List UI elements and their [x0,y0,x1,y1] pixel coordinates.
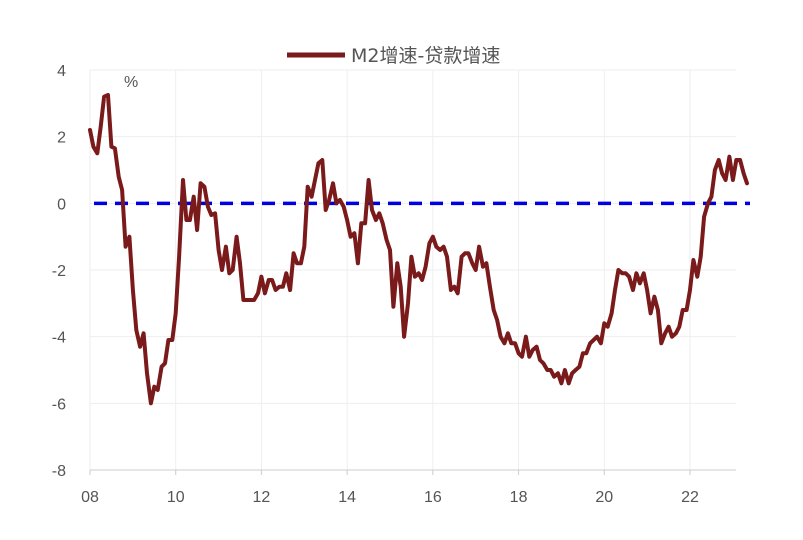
x-tick-label: 16 [424,489,442,506]
y-tick-label: -4 [52,330,66,347]
y-tick-label: -8 [52,463,66,480]
series-layer [88,93,749,406]
legend-label: M2增速-贷款增速 [351,45,500,67]
grid [89,69,736,471]
x-tick-label: 14 [338,489,356,506]
unit-label: % [124,74,138,91]
x-tick-label: 20 [595,489,613,506]
x-tick-label: 08 [81,489,99,506]
x-tick-labels: 08 10 12 14 16 18 20 22 [81,470,699,506]
x-tick-label: 12 [253,489,271,506]
legend: M2增速-贷款增速 [287,45,500,67]
y-tick-label: -2 [52,263,66,280]
x-tick-label: 10 [167,489,185,506]
x-tick-label: 18 [510,489,528,506]
series-line [88,93,749,406]
y-tick-labels: 4 2 0 -2 -4 -6 -8 [52,63,66,480]
x-tick-label: 22 [681,489,699,506]
y-tick-label: 4 [57,63,66,80]
y-tick-label: 0 [57,196,66,213]
y-tick-label: 2 [57,130,66,147]
y-tick-label: -6 [52,396,66,413]
